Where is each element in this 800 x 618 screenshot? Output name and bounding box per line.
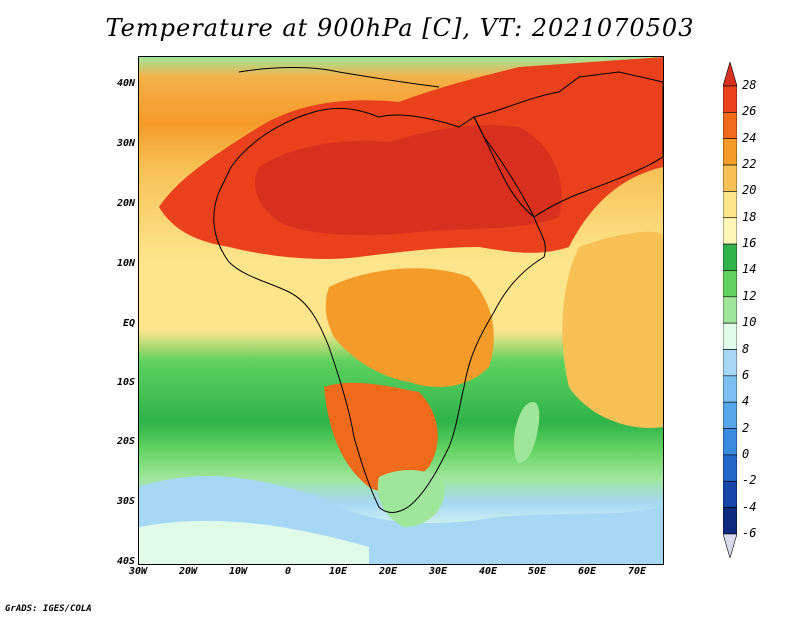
lon-label-50e: 50E [527,566,547,577]
africa-coastline [213,107,546,513]
lon-label-40e: 40E [478,566,498,577]
lat-label-20n: 20N [116,198,135,209]
lat-label-40n: 40N [116,78,135,89]
colorbar-tick-label: 8 [742,341,750,356]
colorbar-tick-label: 26 [742,104,757,119]
temperature-map [138,56,664,565]
colorbar-tick-label: 28 [742,78,757,92]
lat-label-20s: 20S [116,436,135,447]
colorbar-swatch [723,112,737,139]
colorbar-swatch [723,349,737,377]
map-canvas [139,57,663,564]
lon-label-10w: 10W [228,566,248,577]
colorbar-tick-label: -6 [742,525,757,540]
colorbar-tick-label: 12 [742,288,757,303]
colorbar-swatch [723,375,737,403]
colorbar-swatch [723,164,737,192]
colorbar-tick-label: 6 [742,367,750,382]
colorbar-tick-label: -4 [742,499,757,514]
colorbar-swatch [723,428,737,456]
lon-label-0: 0 [284,566,292,577]
colorbar-bottom-arrow [723,533,737,558]
colorbar-swatch [723,217,737,245]
lat-label-10n: 10N [116,258,135,269]
colorbar-tick-label: 4 [742,394,750,409]
colorbar-swatch [723,480,737,508]
lat-label-40s: 40S [116,556,135,567]
lon-label-30w: 30W [128,566,148,577]
southern-cool-field [139,520,369,564]
lon-label-10e: 10E [328,566,348,577]
map-title: Temperature at 900hPa [C], VT: 202107050… [105,14,695,42]
colorbar-swatch [723,401,737,429]
colorbar-top-arrow [723,62,737,87]
colorbar-tick-label: 22 [742,157,757,172]
colorbar-tick-label: 18 [742,209,757,224]
colorbar-tick-label: 24 [742,130,757,145]
colorbar-tick-label: 20 [742,183,757,198]
colorbar-swatch [723,243,737,271]
lon-label-60e: 60E [577,566,597,577]
colorbar-tick-label: 2 [742,420,750,435]
colorbar-swatch [723,322,737,350]
lat-label-eq: EQ [122,318,135,329]
colorbar-swatch [723,507,737,535]
colorbar-tick-label: 16 [742,236,757,251]
colorbar [723,62,737,558]
lat-label-30s: 30S [116,496,135,507]
sahara-core-field [255,125,562,235]
lat-label-30n: 30N [116,138,135,149]
colorbar-swatch [723,191,737,219]
lon-label-70e: 70E [627,566,647,577]
colorbar-swatch [723,270,737,298]
central-africa-field [325,268,494,387]
indian-ocean-warm-field [562,231,663,428]
credit-text: GrADS: IGES/COLA [5,604,92,614]
colorbar-tick-label: 0 [742,446,750,461]
lon-label-20w: 20W [178,566,198,577]
lat-label-10s: 10S [116,377,135,388]
colorbar-swatch [723,138,737,166]
lon-label-20e: 20E [378,566,398,577]
colorbar-tick-label: 14 [742,262,757,277]
lon-label-30e: 30E [428,566,448,577]
colorbar-tick-label: 10 [742,315,757,330]
colorbar-swatch [723,85,737,113]
arabia-coastline [473,71,663,218]
madagascar-field [513,402,540,463]
colorbar-swatch [723,296,737,324]
colorbar-swatch [723,454,737,482]
southern-africa-warm-field [324,382,438,491]
mediterranean-coastline [238,66,440,88]
colorbar-tick-label: -2 [742,473,757,488]
